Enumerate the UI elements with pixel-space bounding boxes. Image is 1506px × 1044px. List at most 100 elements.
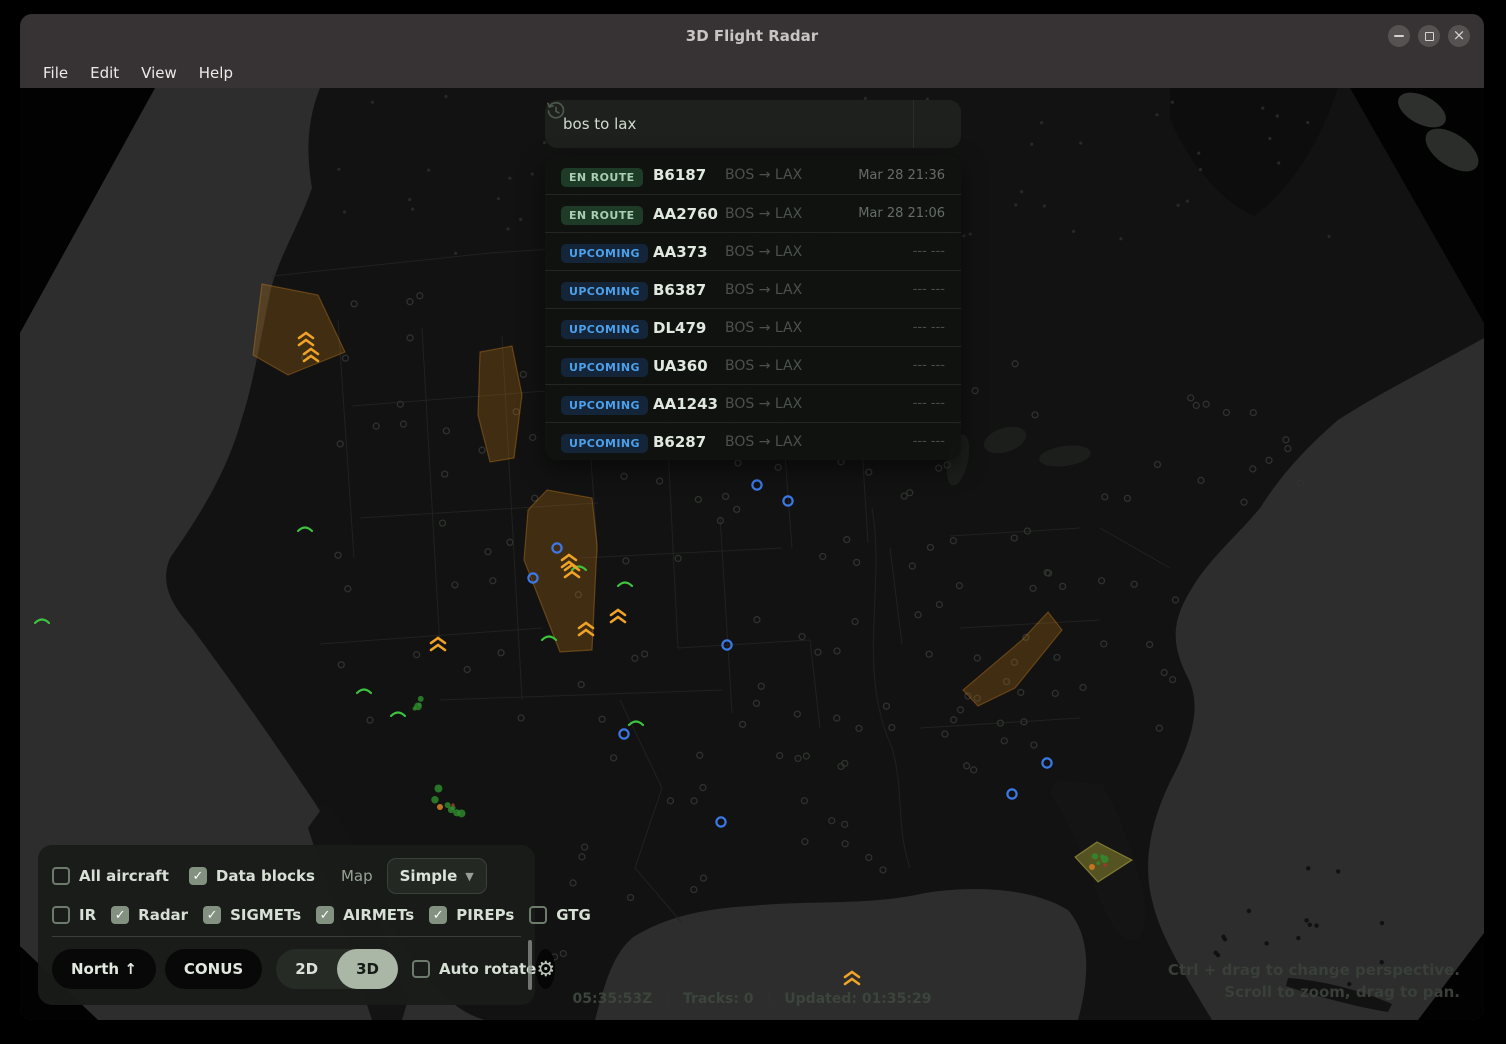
pirep-green-marker[interactable] xyxy=(627,720,645,727)
search-input[interactable] xyxy=(545,100,913,148)
radar-echo xyxy=(1089,853,1109,870)
auto-rotate-label: Auto rotate xyxy=(438,960,537,978)
flight-result-row[interactable]: UPCOMING DL479 BOS → LAX --- --- xyxy=(545,308,961,346)
aircraft-marker[interactable] xyxy=(618,728,630,740)
pirep-orange-marker[interactable] xyxy=(429,636,447,652)
pirep-green-marker[interactable] xyxy=(389,711,407,718)
panel-scrollbar[interactable] xyxy=(528,940,532,990)
sigmet-polygon xyxy=(523,489,598,653)
flight-status-badge: UPCOMING xyxy=(561,244,648,263)
flight-result-row[interactable]: UPCOMING UA360 BOS → LAX --- --- xyxy=(545,346,961,384)
checkbox-radar[interactable] xyxy=(111,906,130,924)
search-box xyxy=(545,100,961,148)
pirep-green-marker[interactable] xyxy=(540,635,558,642)
flight-result-row[interactable]: UPCOMING B6287 BOS → LAX --- --- xyxy=(545,422,961,460)
layer-toggle-ir: IR xyxy=(52,906,96,924)
checkbox-airmets[interactable] xyxy=(316,906,335,924)
flight-result-row[interactable]: UPCOMING B6387 BOS → LAX --- --- xyxy=(545,270,961,308)
aircraft-marker[interactable] xyxy=(715,816,727,828)
flight-route: BOS → LAX xyxy=(725,433,803,450)
pirep-green-marker[interactable] xyxy=(570,565,588,572)
sigmet-polygon xyxy=(477,345,523,463)
view-2d-button[interactable]: 2D xyxy=(295,960,319,978)
view-3d-button[interactable]: 3D xyxy=(337,949,398,989)
gear-icon: ⚙ xyxy=(536,957,556,981)
layer-toggle-all-aircraft: All aircraft xyxy=(52,867,169,885)
checkbox-label: Data blocks xyxy=(215,867,315,885)
pirep-green-marker[interactable] xyxy=(616,581,634,588)
map-style-value: Simple xyxy=(399,867,458,885)
flight-status-badge: EN ROUTE xyxy=(561,167,643,187)
app-window: 3D Flight Radar × File Edit View Help xyxy=(20,14,1484,1020)
flight-time: --- --- xyxy=(912,358,945,373)
menu-item-view[interactable]: View xyxy=(141,64,177,82)
search-results: EN ROUTE B6187 BOS → LAX Mar 28 21:36 EN ROU… xyxy=(545,156,961,460)
map-style-label: Map xyxy=(340,867,373,885)
layer-toggle-data-blocks: Data blocks xyxy=(188,867,315,885)
checkbox-data-blocks[interactable] xyxy=(188,867,207,885)
settings-button[interactable]: ⚙ xyxy=(536,949,556,989)
flight-status-badge: UPCOMING xyxy=(561,434,648,453)
pirep-green-marker[interactable] xyxy=(355,688,373,695)
pirep-orange-marker[interactable] xyxy=(297,331,315,347)
maximize-button[interactable] xyxy=(1418,25,1440,47)
flight-time: --- --- xyxy=(912,320,945,335)
flight-result-row[interactable]: EN ROUTE AA2760 BOS → LAX Mar 28 21:06 xyxy=(545,194,961,232)
flight-code: UA360 xyxy=(653,356,708,375)
flight-route: BOS → LAX xyxy=(725,243,803,260)
close-icon: × xyxy=(1452,26,1466,44)
pirep-orange-marker[interactable] xyxy=(302,347,320,363)
search-history-button[interactable] xyxy=(546,100,961,148)
pirep-green-marker[interactable] xyxy=(296,526,314,533)
panel-divider xyxy=(52,936,521,937)
title-bar[interactable]: 3D Flight Radar × xyxy=(20,14,1484,58)
aircraft-marker[interactable] xyxy=(527,572,539,584)
menu-item-edit[interactable]: Edit xyxy=(90,64,120,82)
interaction-hints: Ctrl + drag to change perspective. Scrol… xyxy=(1168,960,1460,1004)
checkbox-pireps[interactable] xyxy=(429,906,448,924)
aircraft-marker[interactable] xyxy=(751,479,763,491)
checkbox-ir[interactable] xyxy=(52,906,70,924)
pirep-orange-marker[interactable] xyxy=(563,563,581,579)
checkbox-label: AIRMETs xyxy=(343,906,415,924)
sigmet-polygon xyxy=(252,283,346,376)
north-button[interactable]: North ↑ xyxy=(52,949,156,989)
auto-rotate-checkbox[interactable] xyxy=(411,960,430,978)
map-style-select[interactable]: Simple ▼ xyxy=(386,858,487,894)
pirep-green-marker[interactable] xyxy=(33,618,51,625)
checkbox-label: GTG xyxy=(556,906,591,924)
sigmet-polygon xyxy=(962,611,1063,707)
pirep-orange-marker[interactable] xyxy=(577,621,595,637)
auto-rotate-item: Auto rotate xyxy=(411,960,537,978)
maximize-icon xyxy=(1424,31,1434,41)
status-updated: Updated: 01:35:29 xyxy=(784,991,932,1007)
conus-button[interactable]: CONUS xyxy=(164,949,263,989)
flight-status-badge: UPCOMING xyxy=(561,396,648,415)
flight-result-row[interactable]: UPCOMING AA373 BOS → LAX --- --- xyxy=(545,232,961,270)
flight-time: --- --- xyxy=(912,396,945,411)
flight-time: --- --- xyxy=(912,434,945,449)
aircraft-marker[interactable] xyxy=(782,495,794,507)
menu-item-help[interactable]: Help xyxy=(198,64,233,82)
minimize-button[interactable] xyxy=(1388,25,1410,47)
aircraft-marker[interactable] xyxy=(1041,757,1053,769)
checkbox-gtg[interactable] xyxy=(529,906,548,924)
flight-result-row[interactable]: UPCOMING AA1243 BOS → LAX --- --- xyxy=(545,384,961,422)
aircraft-marker[interactable] xyxy=(1006,788,1018,800)
pirep-orange-marker[interactable] xyxy=(843,970,861,986)
flight-route: BOS → LAX xyxy=(725,357,803,374)
aircraft-marker[interactable] xyxy=(551,542,563,554)
menu-item-file[interactable]: File xyxy=(43,64,69,82)
pirep-orange-marker[interactable] xyxy=(609,608,627,624)
checkbox-all-aircraft[interactable] xyxy=(52,867,70,885)
flight-code: B6187 xyxy=(653,166,707,184)
view-mode-segment: 2D 3D xyxy=(276,949,398,989)
flight-time: --- --- xyxy=(912,282,945,297)
close-button[interactable]: × xyxy=(1448,25,1470,47)
checkbox-sigmets[interactable] xyxy=(203,906,222,924)
flight-result-row[interactable]: EN ROUTE B6187 BOS → LAX Mar 28 21:36 xyxy=(545,156,961,194)
layer-toggle-gtg: GTG xyxy=(529,906,591,924)
aircraft-marker[interactable] xyxy=(721,639,733,651)
